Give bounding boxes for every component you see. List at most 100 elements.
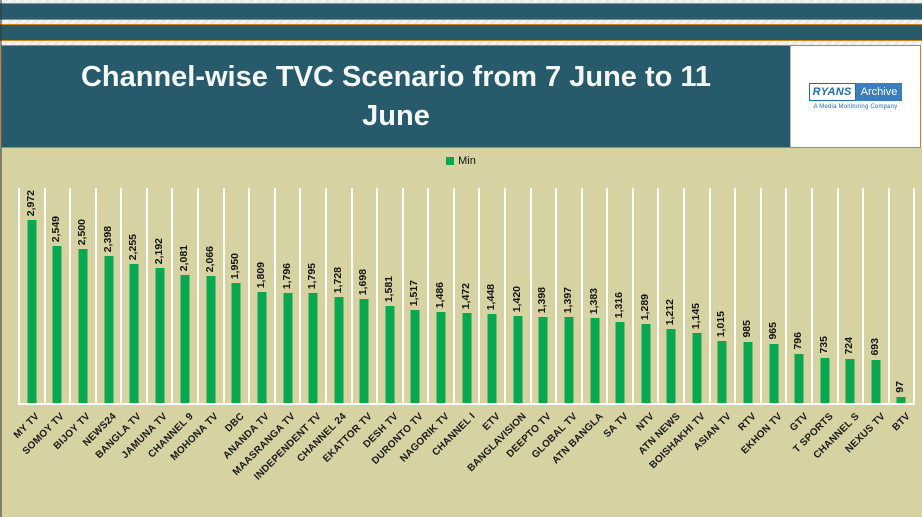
category-slot: 97 (887, 188, 914, 403)
bar-t-sports (820, 358, 830, 403)
bar-value-label: 2,255 (127, 233, 140, 260)
decorative-strip-second (0, 24, 922, 41)
category-slot: 1,796 (273, 188, 300, 403)
category-slot: 1,383 (580, 188, 607, 403)
bar-value-label: 97 (894, 381, 907, 393)
bar-news24 (104, 256, 114, 403)
category-slot: 1,698 (350, 188, 377, 403)
bar-ntv (641, 324, 651, 403)
category-slot: 1,397 (555, 188, 581, 403)
bar-value-label: 2,500 (75, 218, 88, 245)
bar-value-label: 1,486 (434, 281, 447, 308)
bar-value-label: 2,081 (178, 244, 191, 271)
bar-value-label: 1,397 (561, 286, 574, 313)
bar-atn-news (666, 329, 676, 403)
bar-deepto-tv (538, 317, 548, 403)
plot-area: 2,972 2,549 2,500 2,398 2,255 2,192 2,081 2,066… (18, 188, 915, 405)
category-slot: 1,581 (376, 188, 402, 403)
bar-value-label: 1,015 (715, 310, 728, 337)
category-slot: 1,728 (324, 188, 351, 403)
category-slot: 1,212 (657, 188, 683, 403)
category-slot: 1,795 (299, 188, 325, 403)
bar-rtv (743, 342, 753, 403)
bar-duronto-tv (410, 310, 420, 403)
logo-tagline: A Media Monitoring Company (813, 104, 898, 110)
bar-jamuna-tv (155, 268, 165, 403)
bar-value-label: 796 (792, 332, 805, 350)
category-slot: 1,398 (529, 188, 556, 403)
category-slot: 1,486 (427, 188, 453, 403)
bar-value-label: 1,809 (254, 261, 267, 288)
bar-my-tv (27, 220, 37, 403)
bar-value-label: 2,192 (152, 237, 165, 264)
bar-value-label: 1,796 (280, 262, 293, 289)
bar-somoy-tv (52, 246, 62, 403)
bar-value-label: 1,420 (510, 285, 523, 312)
bar-ekattor-tv (359, 299, 369, 403)
bar-value-label: 735 (817, 336, 830, 354)
bar-value-label: 693 (868, 338, 881, 356)
bar-boishakhi-tv (692, 333, 702, 403)
category-slot: 1,950 (222, 188, 249, 403)
bar-mohona-tv (206, 276, 216, 403)
bar-value-label: 1,795 (306, 262, 319, 289)
bar-ananda-tv (257, 292, 267, 403)
bar-value-label: 1,517 (408, 279, 421, 306)
bar-channel-i (462, 313, 472, 403)
decorative-strip-top (0, 3, 922, 20)
bar-atn-bangla (590, 318, 599, 403)
page-title-text: Channel-wise TVC Scenario from 7 June to… (80, 61, 712, 132)
category-slot: 796 (785, 188, 811, 403)
ryans-archive-logo: RYANS Archive A Media Monitoring Company (790, 46, 920, 147)
bar-nagorik-tv (436, 312, 446, 403)
bar-bangla-tv (129, 264, 139, 403)
logo-ryans-text: RYANS (808, 83, 856, 101)
bar-ekhon-tv (769, 344, 779, 403)
category-slot: 1,809 (248, 188, 274, 403)
category-slot: 2,972 (18, 188, 44, 403)
category-slot: 2,255 (120, 188, 146, 403)
category-slot: 2,549 (43, 188, 70, 403)
bar-value-label: 2,549 (50, 215, 63, 242)
bar-maasranga-tv (283, 293, 293, 403)
bar-desh-tv (385, 306, 395, 403)
bar-asian-tv (717, 341, 727, 403)
logo-archive-text: Archive (855, 83, 903, 101)
bar-value-label: 724 (843, 337, 856, 355)
category-slot: 2,192 (145, 188, 172, 403)
bar-bijoy-tv (78, 249, 88, 403)
category-slot: 2,066 (197, 188, 223, 403)
bar-chart: Min 2,972 2,549 2,500 2,398 2,255 2,192 2,081 2… (0, 148, 922, 517)
bar-value-label: 2,398 (101, 225, 114, 252)
bar-btv (896, 397, 906, 403)
category-slot: 1,472 (452, 188, 479, 403)
category-slot: 2,500 (69, 188, 95, 403)
legend-label-min: Min (458, 155, 476, 167)
category-slot: 693 (862, 188, 888, 403)
plot-slots: 2,972 2,549 2,500 2,398 2,255 2,192 2,081 2,066… (18, 188, 915, 403)
logo-wordmark: RYANS Archive (808, 83, 903, 101)
bar-value-label: 1,472 (459, 282, 472, 309)
bar-nexus-tv (871, 360, 881, 403)
bar-value-label: 2,066 (203, 245, 216, 272)
bar-value-label: 1,212 (664, 298, 677, 325)
category-slot: 1,015 (708, 188, 735, 403)
bar-global-tv (564, 317, 574, 403)
category-slot: 965 (759, 188, 786, 403)
category-slot: 2,081 (171, 188, 197, 403)
category-slot: 724 (836, 188, 863, 403)
category-slot: 1,289 (631, 188, 658, 403)
bar-value-label: 985 (740, 320, 753, 338)
category-slot: 1,145 (683, 188, 709, 403)
bar-channel-9 (180, 275, 190, 403)
category-slot: 1,420 (503, 188, 530, 403)
bar-value-label: 1,581 (382, 275, 395, 302)
bar-value-label: 965 (766, 322, 779, 340)
page-title: Channel-wise TVC Scenario from 7 June to… (2, 46, 790, 147)
chart-legend: Min (0, 155, 922, 167)
bar-gtv (794, 354, 804, 403)
legend-swatch-min (446, 157, 455, 165)
category-slot: 985 (734, 188, 760, 403)
bar-channel-s (845, 359, 855, 403)
